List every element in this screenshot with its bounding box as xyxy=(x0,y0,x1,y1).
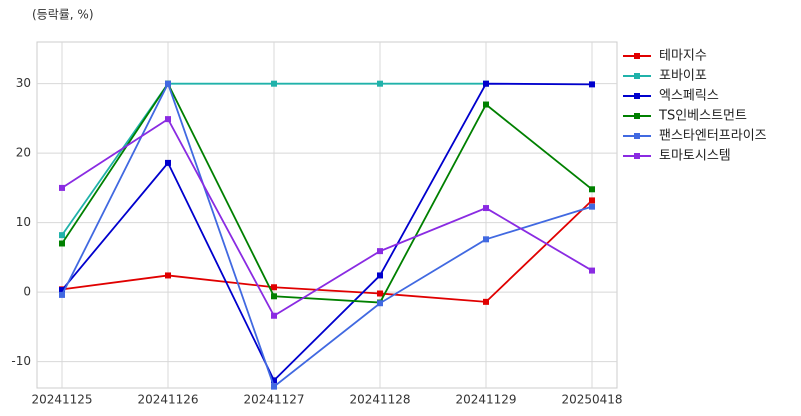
data-point xyxy=(271,284,277,291)
legend-label: 테마지수 xyxy=(659,49,707,64)
data-point xyxy=(165,116,171,123)
data-point xyxy=(271,312,277,319)
legend-marker xyxy=(634,133,640,139)
data-point xyxy=(59,184,65,191)
y-tick-label: -10 xyxy=(11,354,31,368)
y-tick-label: 0 xyxy=(23,285,31,299)
data-point xyxy=(483,298,489,305)
data-point xyxy=(271,377,277,384)
data-point xyxy=(377,300,383,307)
data-point xyxy=(165,272,171,279)
data-point xyxy=(377,290,383,297)
data-point xyxy=(483,205,489,212)
legend-marker xyxy=(634,53,640,59)
legend-label: TS인베스트먼트 xyxy=(658,109,747,124)
data-point xyxy=(271,383,277,390)
data-point xyxy=(483,236,489,243)
data-point xyxy=(165,80,171,87)
x-tick-label: 20241127 xyxy=(243,393,304,407)
data-point xyxy=(377,248,383,255)
data-point xyxy=(589,267,595,274)
data-point xyxy=(271,80,277,87)
data-point xyxy=(589,186,595,193)
x-tick-label: 20241129 xyxy=(455,393,516,407)
data-point xyxy=(59,291,65,298)
series-line xyxy=(61,117,593,318)
legend-label: 팬스타엔터프라이즈 xyxy=(659,129,767,144)
series-line xyxy=(61,199,593,303)
x-tick-label: 20241125 xyxy=(31,393,92,407)
legend-label: 엑스페릭스 xyxy=(659,89,719,104)
y-tick-label: 30 xyxy=(16,76,31,90)
data-point xyxy=(59,240,65,247)
data-point xyxy=(377,272,383,279)
legend-marker xyxy=(634,153,640,159)
data-point xyxy=(589,197,595,204)
data-point xyxy=(483,80,489,87)
data-point xyxy=(59,287,65,294)
legend-marker xyxy=(634,73,640,79)
data-point xyxy=(59,232,65,239)
series-line xyxy=(61,81,593,389)
legend-marker xyxy=(634,113,640,119)
data-point xyxy=(589,203,595,210)
data-point xyxy=(589,81,595,88)
data-point xyxy=(377,80,383,87)
legend-label: 포바이포 xyxy=(659,69,707,84)
legend-marker xyxy=(634,93,640,99)
series-line xyxy=(61,81,593,304)
x-tick-label: 20241126 xyxy=(137,393,198,407)
data-point xyxy=(483,101,489,108)
plot-area xyxy=(36,41,618,389)
legend-label: 토마토시스템 xyxy=(659,149,731,164)
data-point xyxy=(271,293,277,300)
y-tick-label: 10 xyxy=(16,215,31,229)
data-point xyxy=(165,159,171,166)
x-tick-label: 20250418 xyxy=(561,393,622,407)
x-tick-label: 20241128 xyxy=(349,393,410,407)
y-axis-label: (등락률, %) xyxy=(32,8,94,22)
series-line xyxy=(61,82,593,382)
y-tick-label: 20 xyxy=(16,146,31,160)
